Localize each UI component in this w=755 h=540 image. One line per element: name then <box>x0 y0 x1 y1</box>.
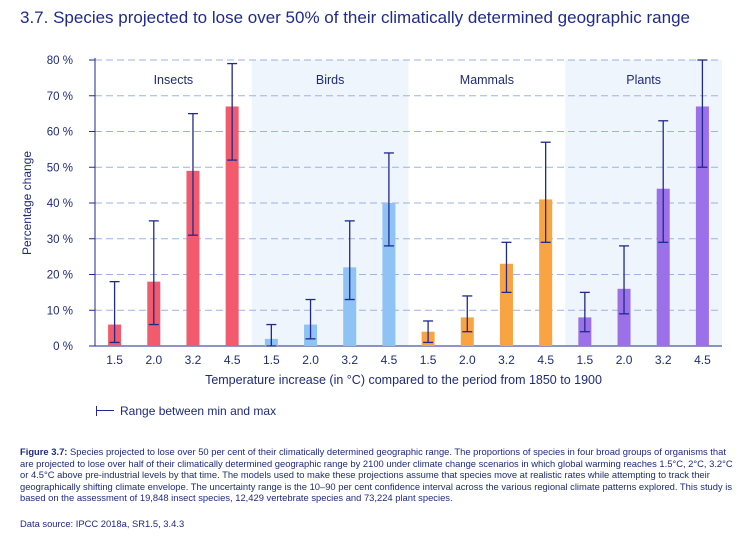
bar <box>225 106 239 346</box>
x-tick-label: 1.5 <box>106 353 123 367</box>
x-tick-label: 1.5 <box>263 353 280 367</box>
y-tick-label: 0 % <box>53 341 73 353</box>
x-tick-label: 1.5 <box>420 353 437 367</box>
x-tick-label: 4.5 <box>224 353 241 367</box>
chart-legend: Range between min and max <box>96 404 276 418</box>
group-label: Birds <box>316 73 344 87</box>
bar <box>382 203 396 346</box>
x-tick-label: 3.2 <box>341 353 358 367</box>
y-tick-label: 20 % <box>47 270 73 282</box>
x-tick-label: 4.5 <box>381 353 398 367</box>
legend-label: Range between min and max <box>120 404 277 418</box>
caption-text: Species projected to lose over 50 per ce… <box>20 446 733 504</box>
data-source: Data source: IPCC 2018a, SR1.5, 3.4.3 <box>20 518 185 529</box>
bar <box>343 267 357 346</box>
group-label: Insects <box>154 73 194 87</box>
y-tick-label: 10 % <box>47 305 73 317</box>
y-tick-label: 80 % <box>47 55 73 67</box>
y-tick-label: 70 % <box>47 91 73 103</box>
x-tick-label: 2.0 <box>302 353 319 367</box>
bar <box>499 263 513 346</box>
bar <box>539 199 553 346</box>
x-tick-label: 4.5 <box>694 353 711 367</box>
bar <box>186 170 200 346</box>
bar <box>656 188 670 346</box>
figure-title: 3.7. Species projected to lose over 50% … <box>20 8 690 27</box>
x-tick-label: 3.2 <box>185 353 202 367</box>
x-tick-label: 3.2 <box>655 353 672 367</box>
y-tick-label: 30 % <box>47 234 73 246</box>
group-label: Mammals <box>460 73 514 87</box>
y-tick-label: 60 % <box>47 127 73 139</box>
x-axis-label: Temperature increase (in °C) compared to… <box>205 373 602 387</box>
y-tick-label: 40 % <box>47 198 73 210</box>
figure-caption: Figure 3.7: Species projected to lose ov… <box>20 446 736 504</box>
error-bar-legend-icon <box>96 406 114 416</box>
x-tick-label: 1.5 <box>577 353 594 367</box>
bar <box>617 288 631 346</box>
bar <box>695 106 709 346</box>
y-axis-label: Percentage change <box>20 151 34 255</box>
group-label: Plants <box>626 73 661 87</box>
x-tick-label: 3.2 <box>498 353 515 367</box>
x-tick-label: 2.0 <box>616 353 633 367</box>
bar-chart: 0 % 10 % 20 % 30 % 40 % 50 % 60 % 70 % 80 % Insec… <box>20 55 722 387</box>
caption-label: Figure 3.7: <box>20 446 68 457</box>
y-tick-label: 50 % <box>47 162 73 174</box>
x-tick-label: 2.0 <box>459 353 476 367</box>
x-tick-label: 2.0 <box>145 353 162 367</box>
x-tick-label: 4.5 <box>537 353 554 367</box>
